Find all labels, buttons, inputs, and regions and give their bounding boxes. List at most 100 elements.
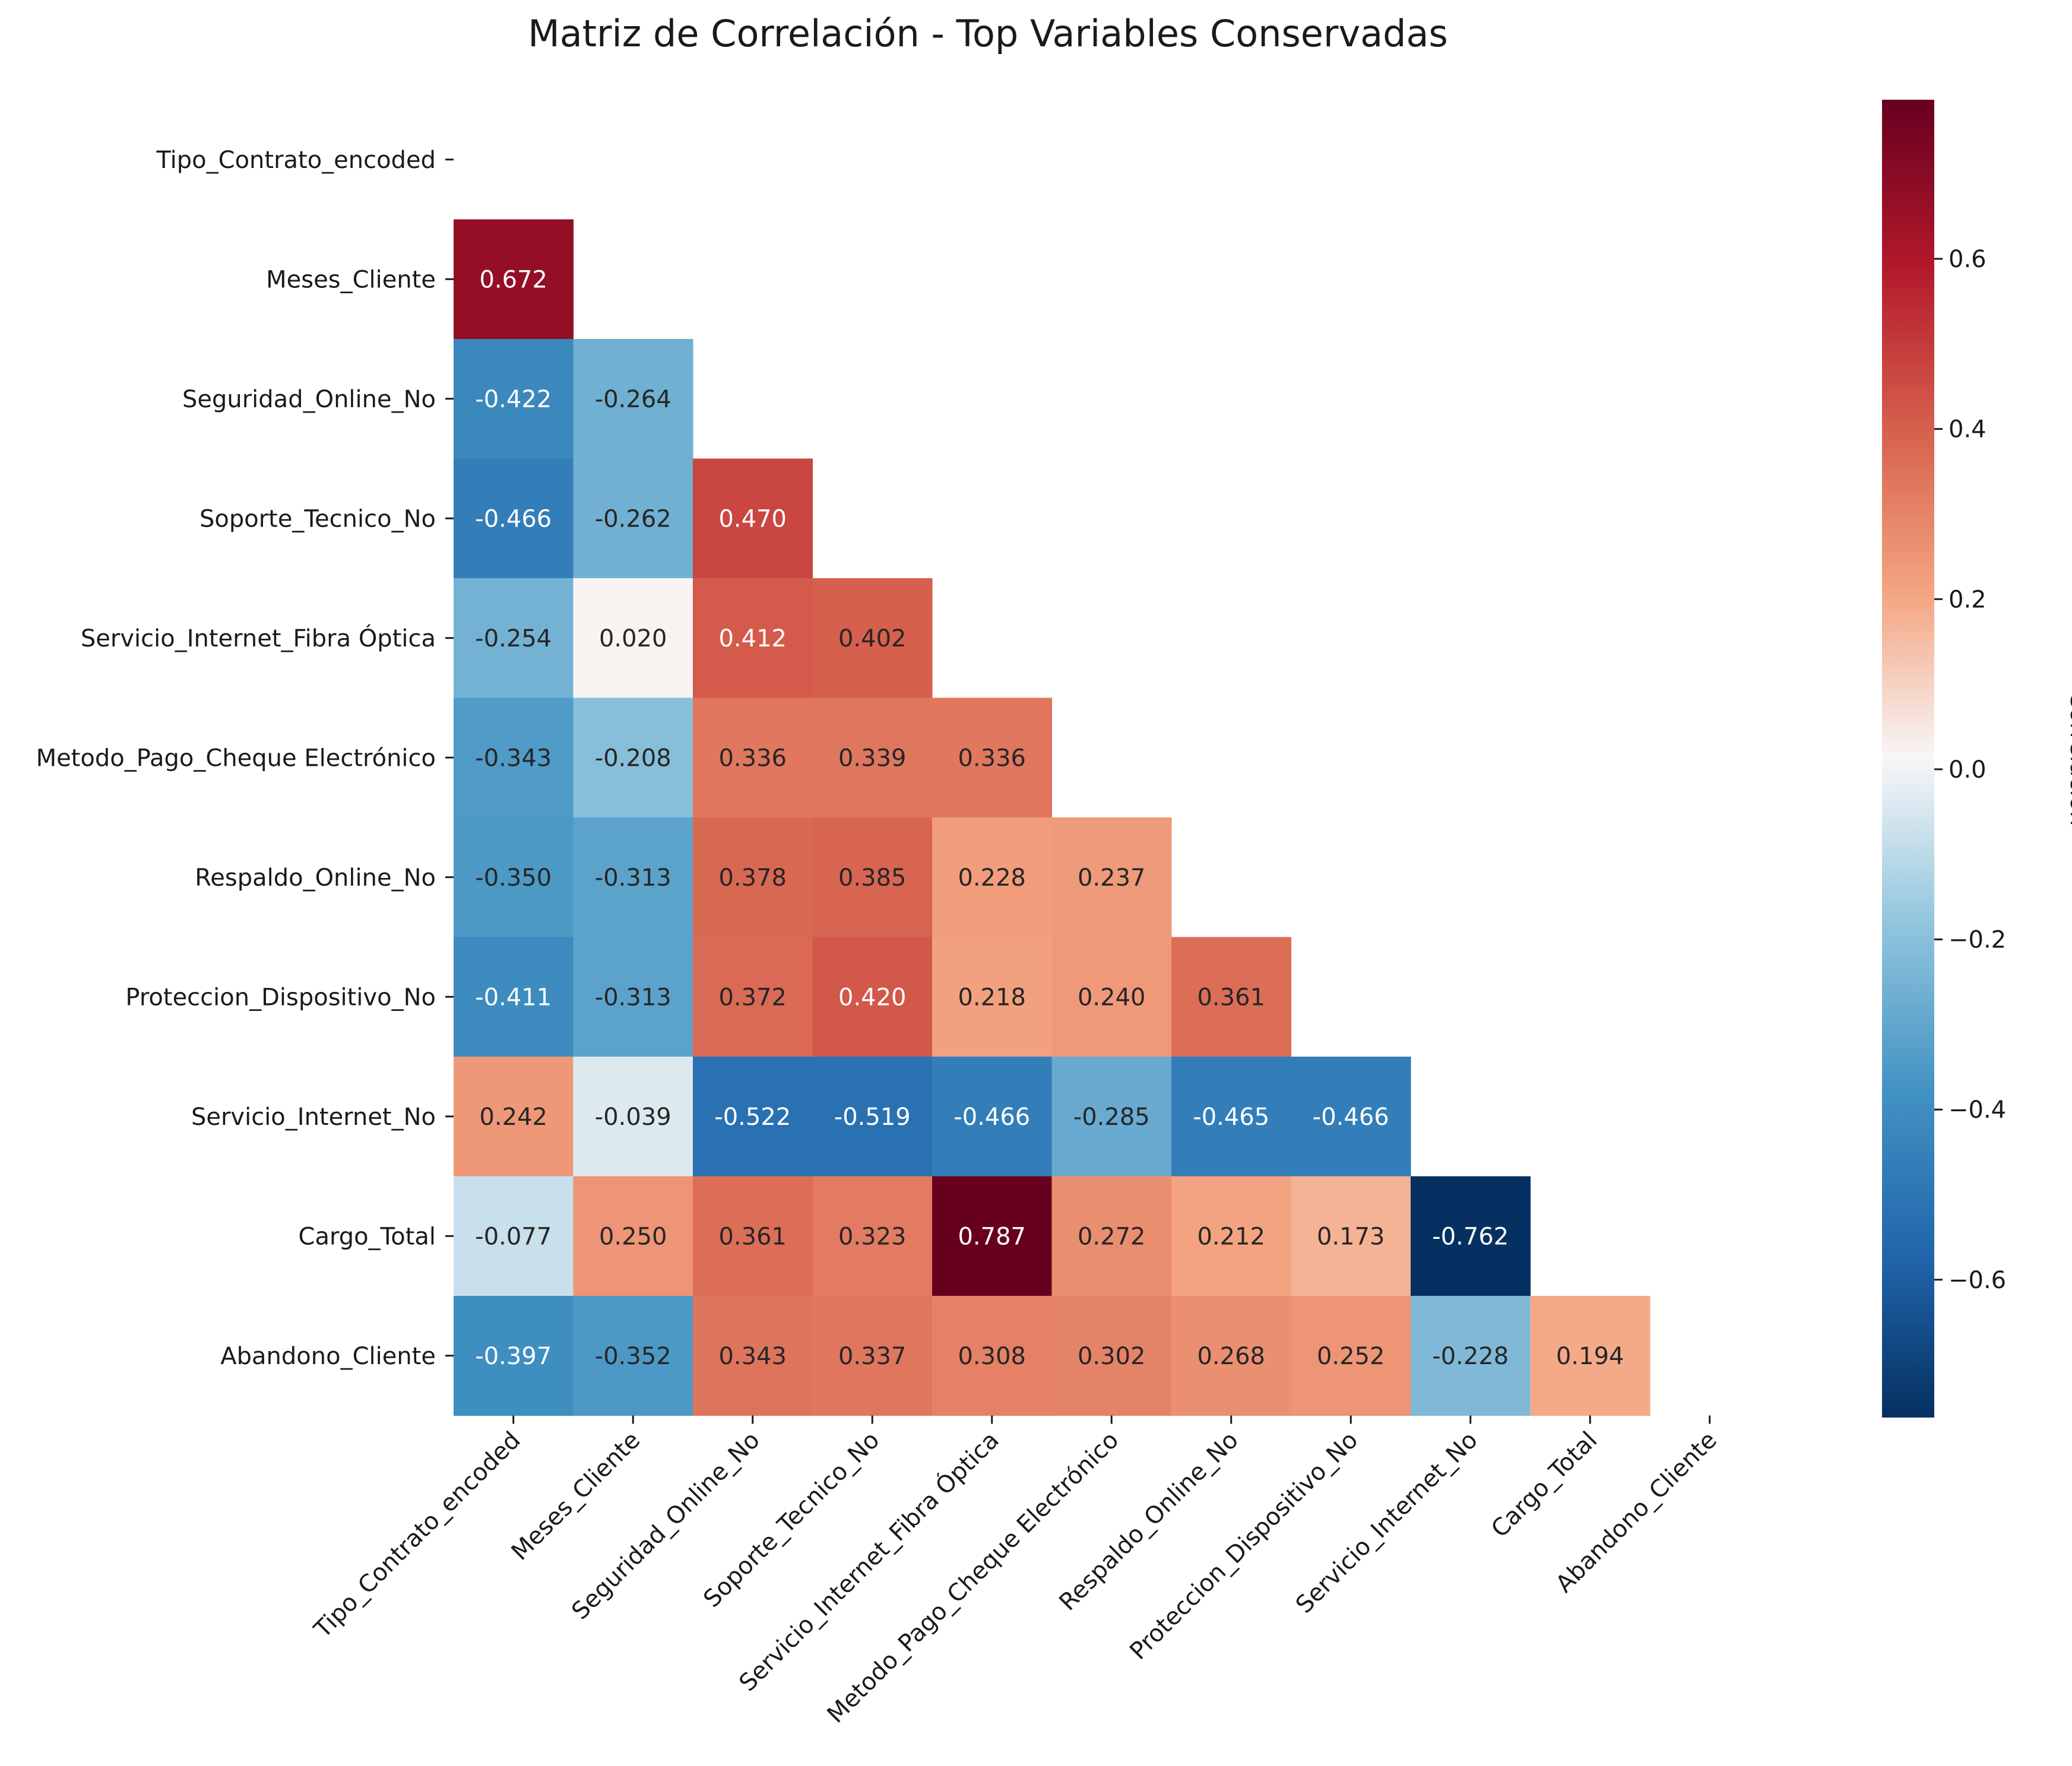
heatmap-cell-6-5 (1051, 817, 1172, 938)
cell-value-label: 0.242 (479, 1104, 547, 1131)
cell-value-label: 0.212 (1197, 1223, 1265, 1250)
y-axis: Tipo_Contrato_encoded Meses_Cliente Seguri… (36, 147, 454, 1370)
chart-title: Matriz de Correlación - Top Variables Co… (528, 12, 1448, 55)
heatmap-cell-5-2 (693, 697, 813, 818)
heatmap-cell-8-7 (1291, 1057, 1411, 1177)
cell-value-label: 0.228 (958, 864, 1026, 892)
heatmap-cell-2-1 (573, 339, 693, 459)
cell-value-label: 0.268 (1197, 1343, 1265, 1370)
heatmap-cell-8-4 (932, 1057, 1053, 1177)
heatmap-cell-7-5 (1051, 937, 1172, 1057)
cell-value-label: -0.422 (475, 386, 552, 413)
colorbar: −0.6 −0.4 −0.2 0.0 0.2 0.4 0.6 Correlación (1882, 100, 2072, 1418)
cell-value-label: 0.218 (958, 984, 1026, 1011)
heatmap-cell-10-5 (1051, 1296, 1172, 1416)
heatmap-cell-4-1 (573, 578, 693, 699)
y-tick-label: Seguridad_Online_No (182, 386, 436, 413)
heatmap-cell-5-0 (454, 697, 574, 818)
cell-value-label: 0.378 (718, 864, 787, 892)
cell-value-label: 0.372 (718, 984, 787, 1011)
heatmap-cell-5-1 (573, 697, 693, 818)
cell-value-label: 0.385 (838, 864, 907, 892)
heatmap-cells: 0.672 -0.422 -0.264 -0.466 -0.262 0.470 -0.254… (454, 219, 1650, 1416)
cell-value-label: -0.411 (475, 984, 552, 1011)
heatmap-cell-7-3 (812, 937, 933, 1057)
cell-value-label: 0.361 (718, 1223, 787, 1250)
y-tick-label: Metodo_Pago_Cheque Electrónico (36, 744, 436, 772)
y-tick-label: Servicio_Internet_Fibra Óptica (81, 624, 436, 652)
cell-value-label: -0.208 (595, 744, 671, 772)
colorbar-tick-label: −0.4 (1949, 1096, 2006, 1124)
heatmap-cell-10-7 (1291, 1296, 1411, 1416)
y-tick-label: Meses_Cliente (266, 266, 436, 293)
cell-value-label: -0.228 (1432, 1343, 1509, 1370)
heatmap-cell-7-0 (454, 937, 574, 1057)
heatmap-cell-3-1 (573, 458, 693, 579)
cell-value-label: -0.352 (595, 1343, 671, 1370)
heatmap-cell-8-5 (1051, 1057, 1172, 1177)
cell-value-label: -0.519 (834, 1104, 911, 1131)
heatmap-cell-4-2 (693, 578, 813, 699)
heatmap-cell-7-6 (1171, 937, 1292, 1057)
heatmap-cell-9-1 (573, 1176, 693, 1296)
cell-value-label: 0.323 (838, 1223, 907, 1250)
cell-value-label: -0.466 (475, 505, 552, 532)
cell-value-label: 0.173 (1317, 1223, 1385, 1250)
heatmap-cell-3-2 (693, 458, 813, 579)
heatmap-cell-9-6 (1171, 1176, 1292, 1296)
cell-value-label: -0.077 (475, 1223, 552, 1250)
heatmap-cell-4-3 (812, 578, 933, 699)
heatmap-cell-10-1 (573, 1296, 693, 1416)
heatmap-cell-10-6 (1171, 1296, 1292, 1416)
cell-value-label: 0.420 (838, 984, 907, 1011)
heatmap-cell-6-3 (812, 817, 933, 938)
heatmap-cell-9-8 (1411, 1176, 1531, 1296)
cell-value-label: 0.339 (838, 744, 907, 772)
cell-value-label: -0.285 (1073, 1104, 1150, 1131)
heatmap-cell-6-0 (454, 817, 574, 938)
heatmap-cell-8-0 (454, 1057, 574, 1177)
heatmap-cell-9-5 (1051, 1176, 1172, 1296)
cell-value-label: -0.039 (595, 1104, 671, 1131)
cell-value-label: -0.343 (475, 744, 552, 772)
heatmap-cell-9-2 (693, 1176, 813, 1296)
colorbar-label: Correlación (2065, 692, 2072, 826)
heatmap-cell-10-3 (812, 1296, 933, 1416)
heatmap-cell-8-6 (1171, 1057, 1292, 1177)
cell-value-label: 0.237 (1078, 864, 1146, 892)
y-tick-label: Cargo_Total (299, 1223, 436, 1250)
heatmap-cell-8-2 (693, 1057, 813, 1177)
heatmap-cell-7-1 (573, 937, 693, 1057)
y-tick-label: Abandono_Cliente (220, 1343, 436, 1370)
y-tick-label: Proteccion_Dispositivo_No (125, 984, 436, 1011)
heatmap-cell-6-4 (932, 817, 1053, 938)
cell-value-label: 0.272 (1078, 1223, 1146, 1250)
cell-value-label: 0.787 (958, 1223, 1026, 1250)
cell-value-label: 0.343 (718, 1343, 787, 1370)
cell-value-label: -0.522 (714, 1104, 791, 1131)
cell-value-label: 0.672 (479, 266, 547, 293)
colorbar-tick-label: −0.2 (1949, 927, 2006, 954)
cell-value-label: 0.336 (958, 744, 1026, 772)
cell-value-label: -0.466 (1313, 1104, 1389, 1131)
cell-value-label: 0.337 (838, 1343, 907, 1370)
cell-value-label: -0.465 (1193, 1104, 1269, 1131)
cell-value-label: -0.262 (595, 505, 671, 532)
y-tick-label: Servicio_Internet_No (191, 1104, 436, 1131)
cell-value-label: -0.466 (953, 1104, 1030, 1131)
heatmap-cell-4-0 (454, 578, 574, 699)
colorbar-gradient (1882, 100, 1934, 1418)
cell-value-label: 0.412 (718, 625, 787, 652)
colorbar-tick-label: −0.6 (1949, 1267, 2006, 1294)
heatmap-cell-6-1 (573, 817, 693, 938)
cell-value-label: 0.470 (718, 505, 787, 532)
heatmap-cell-6-2 (693, 817, 813, 938)
heatmap-cell-9-3 (812, 1176, 933, 1296)
heatmap-cell-10-8 (1411, 1296, 1531, 1416)
cell-value-label: 0.194 (1556, 1343, 1624, 1370)
heatmap-cell-1-0 (454, 219, 574, 340)
heatmap-cell-8-3 (812, 1057, 933, 1177)
heatmap-cell-9-4 (932, 1176, 1053, 1296)
